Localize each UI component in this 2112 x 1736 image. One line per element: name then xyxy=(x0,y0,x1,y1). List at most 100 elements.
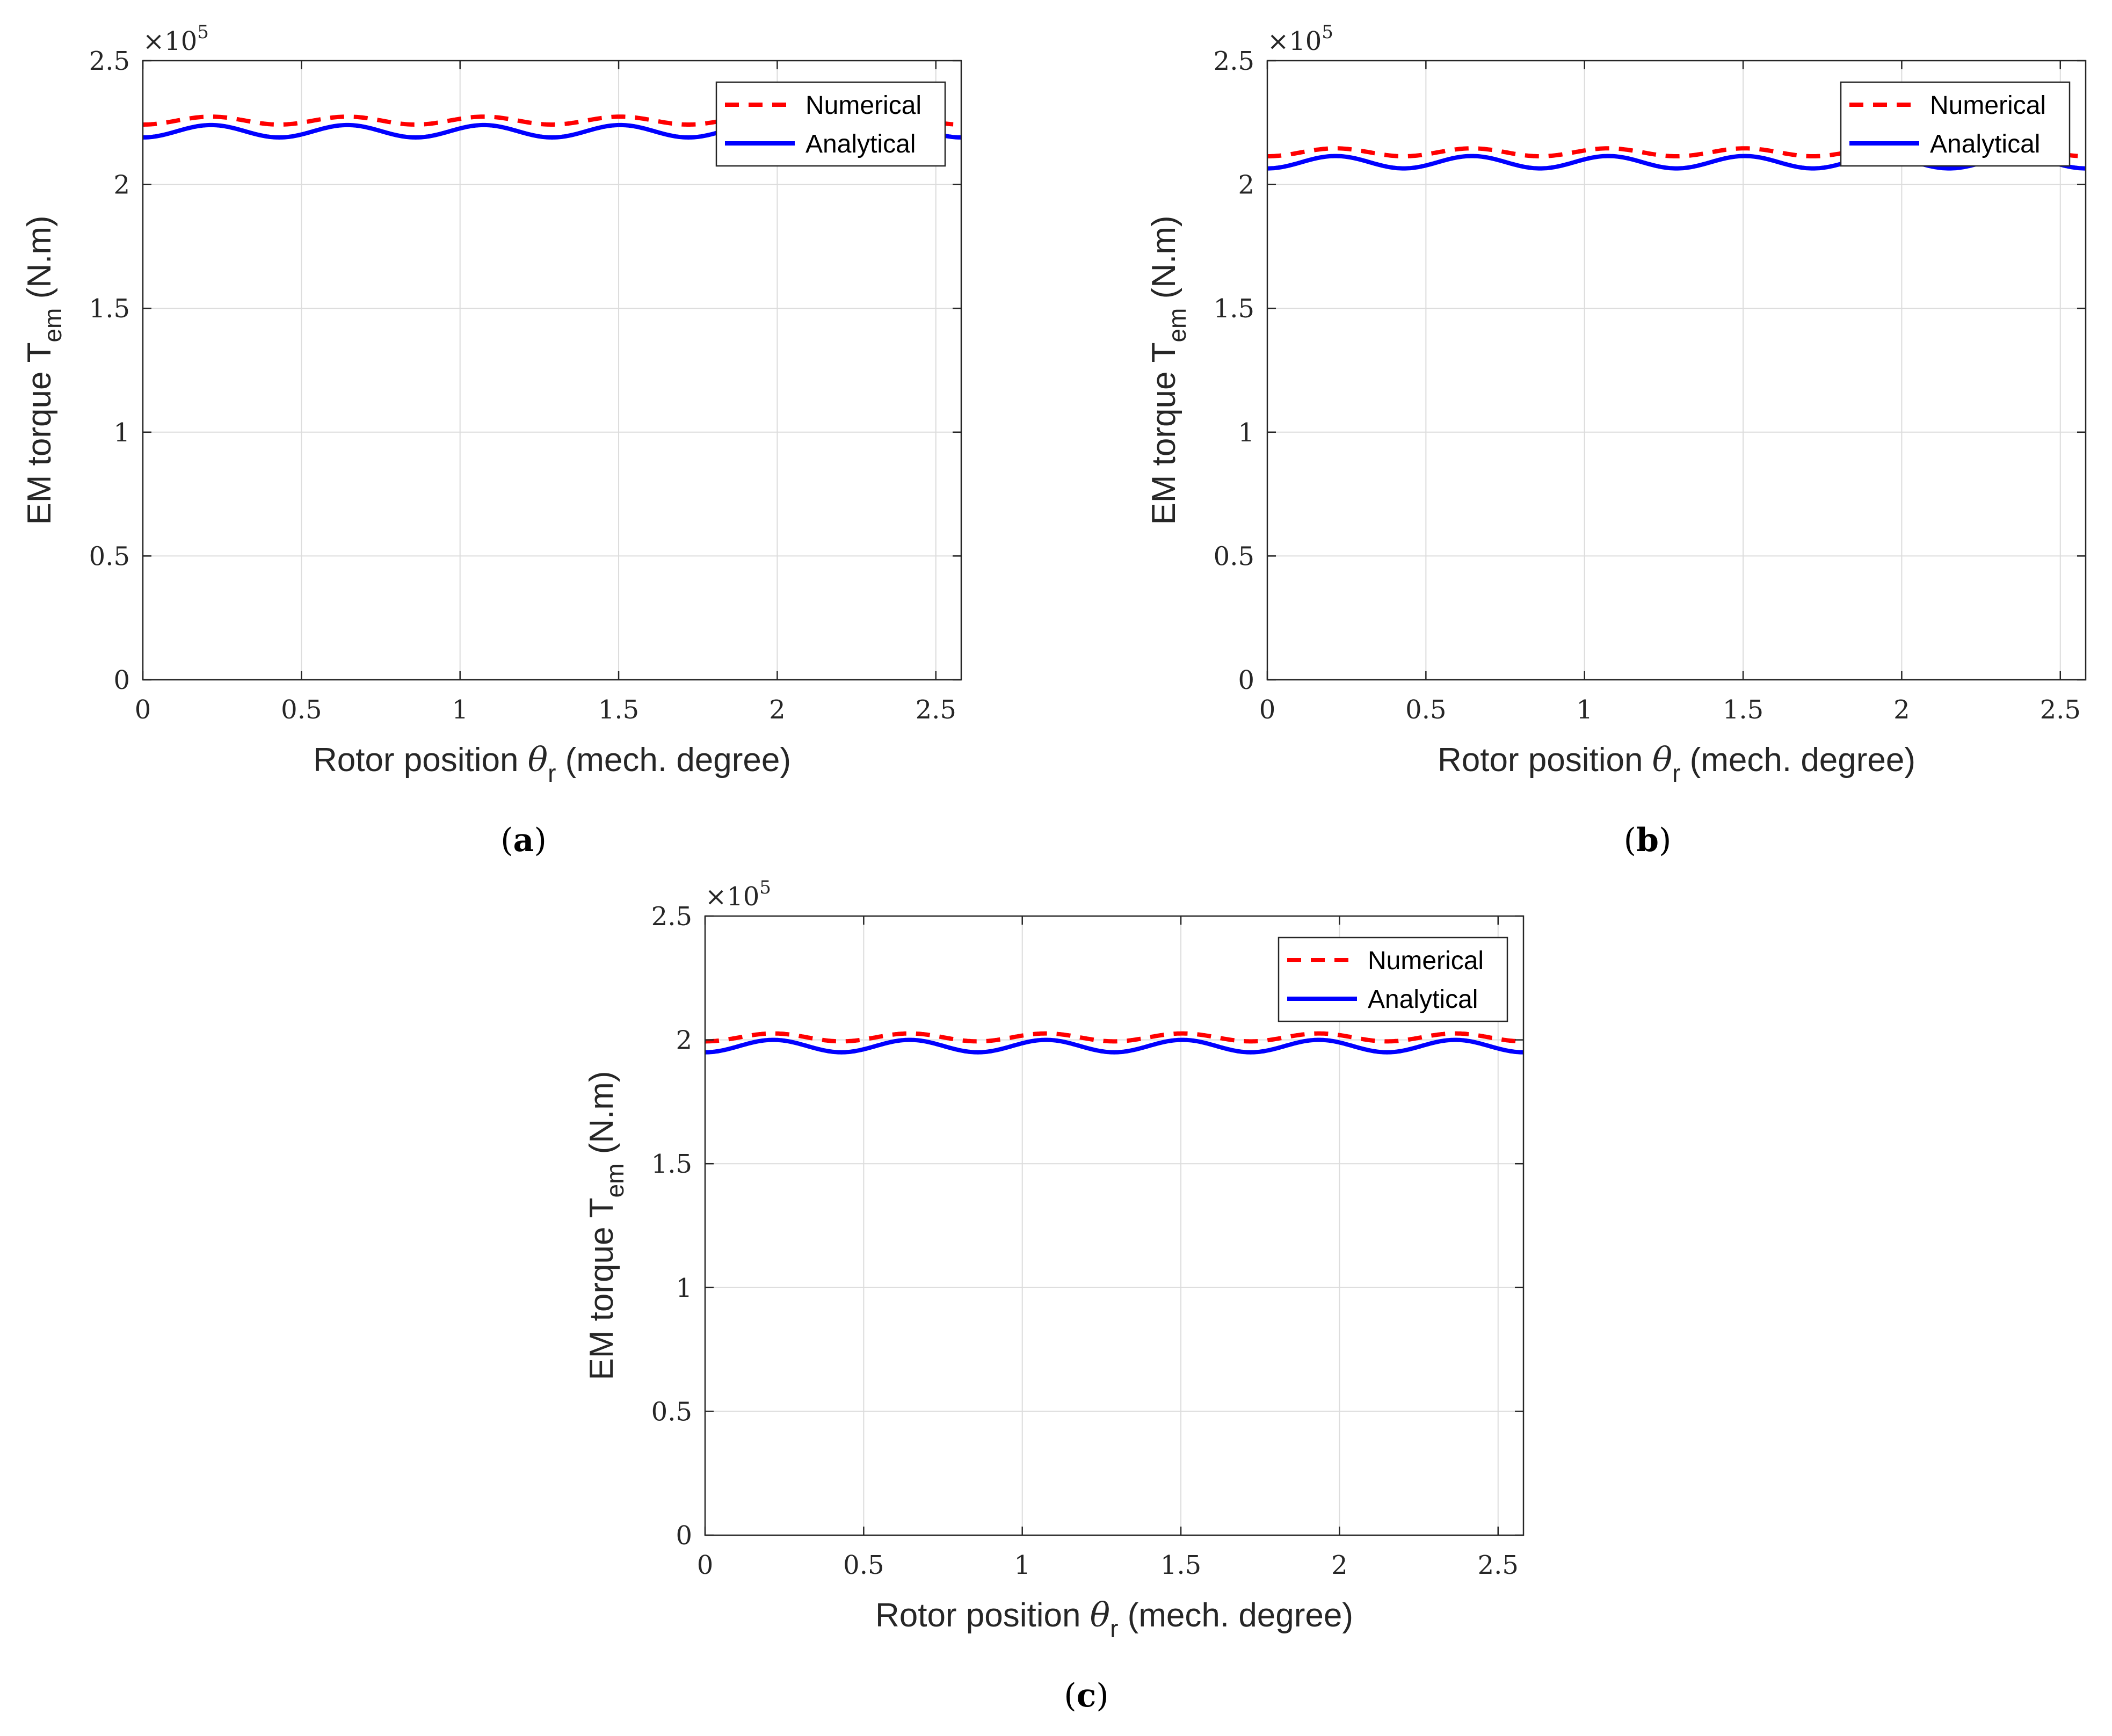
chart-panel-a: 0 0.5 1 1.5 2 2.5 0 0.5 1 1.5 2 2.5 ×105 Rotor positi… xyxy=(21,21,962,859)
x-tick-label: 0.5 xyxy=(1405,695,1446,725)
y-axis-label-prefix: EM torque T xyxy=(1145,343,1182,525)
x-tick-label: 2.5 xyxy=(2040,695,2081,725)
y-exponent-base: ×10 xyxy=(143,26,197,56)
y-tick-label: 0.5 xyxy=(651,1397,692,1427)
y-axis-label-subscript: em xyxy=(601,1164,629,1198)
legend-label-numerical: Numerical xyxy=(805,91,921,120)
x-tick-label: 1.5 xyxy=(1723,695,1763,725)
x-axis-label: Rotor position θr (mech. degree) xyxy=(1438,740,1915,787)
y-tick-label: 1 xyxy=(676,1273,692,1303)
legend-box xyxy=(1840,81,2071,167)
legend-label-analytical: Analytical xyxy=(1368,985,1478,1014)
axes-box xyxy=(142,60,962,681)
panel-label-letter: a xyxy=(513,822,534,859)
x-axis-label-prefix: Rotor position xyxy=(313,742,528,779)
series-line-analytical xyxy=(1266,154,2087,171)
y-axis-label-suffix: (N.m) xyxy=(1145,215,1182,308)
x-axis-label-subscript: r xyxy=(548,759,556,787)
legend-label-analytical: Analytical xyxy=(1930,130,2040,158)
axes-box xyxy=(1266,60,2087,681)
x-tick-label: 2 xyxy=(1893,695,1910,725)
x-tick-label: 1 xyxy=(1576,695,1593,725)
x-axis-label-subscript: r xyxy=(1110,1615,1118,1643)
x-axis-label-symbol: θ xyxy=(528,740,548,779)
y-tick-label: 2.5 xyxy=(89,46,130,76)
panel-label-open: ( xyxy=(500,822,513,859)
x-tick-label: 2 xyxy=(769,695,786,725)
x-tick-label: 1 xyxy=(452,695,468,725)
panel-label-letter: b xyxy=(1636,822,1659,859)
x-tick-label: 0 xyxy=(135,695,151,725)
x-axis-label-prefix: Rotor position xyxy=(875,1597,1090,1634)
chart-panel-b: 0 0.5 1 1.5 2 2.5 0 0.5 1 1.5 2 2.5 ×105 Rotor positi… xyxy=(1145,21,2087,859)
panel-label: (c) xyxy=(1064,1677,1108,1715)
x-axis-label-symbol: θ xyxy=(1652,740,1672,779)
y-axis-label: EM torque Tem (N.m) xyxy=(583,1071,629,1380)
y-tick-label: 2 xyxy=(113,170,130,200)
y-axis-label: EM torque Tem (N.m) xyxy=(21,215,67,525)
legend-label-analytical: Analytical xyxy=(805,130,916,158)
x-axis-label-prefix: Rotor position xyxy=(1438,742,1652,779)
y-tick-label: 1 xyxy=(113,418,130,448)
y-tick-label: 0.5 xyxy=(1214,541,1254,571)
axes-box xyxy=(704,915,1525,1536)
y-tick-label: 1.5 xyxy=(89,294,130,324)
y-tick-label: 2.5 xyxy=(651,902,692,932)
panel-label-letter: c xyxy=(1077,1677,1097,1715)
y-tick-label: 1.5 xyxy=(651,1149,692,1179)
x-axis-label-suffix: (mech. degree) xyxy=(1680,742,1915,779)
y-exponent-label: ×105 xyxy=(1267,21,1333,56)
y-tick-label: 1.5 xyxy=(1214,294,1254,324)
y-exponent-label: ×105 xyxy=(143,21,209,56)
panel-label: (a) xyxy=(500,822,547,859)
x-axis-label-suffix: (mech. degree) xyxy=(1118,1597,1353,1634)
panel-label-close: ) xyxy=(1659,822,1671,859)
chart-panel-c: 0 0.5 1 1.5 2 2.5 0 0.5 1 1.5 2 2.5 ×105 Rotor positi… xyxy=(583,877,1525,1715)
y-exponent-label: ×105 xyxy=(705,877,771,912)
x-tick-label: 1 xyxy=(1014,1550,1030,1580)
legend-box xyxy=(715,81,946,167)
y-axis-label-suffix: (N.m) xyxy=(583,1071,620,1163)
legend-label-numerical: Numerical xyxy=(1930,91,2046,120)
x-tick-label: 0.5 xyxy=(843,1550,884,1580)
x-tick-label: 2 xyxy=(1331,1550,1348,1580)
x-tick-label: 0 xyxy=(697,1550,714,1580)
y-tick-label: 2.5 xyxy=(1214,46,1254,76)
y-exponent-power: 5 xyxy=(197,21,209,43)
x-tick-label: 1.5 xyxy=(1160,1550,1201,1580)
x-tick-label: 2.5 xyxy=(916,695,956,725)
legend: Numerical Analytical xyxy=(1278,936,1508,1022)
y-exponent-base: ×10 xyxy=(1267,26,1322,56)
y-exponent-base: ×10 xyxy=(705,882,759,912)
y-axis-label-subscript: em xyxy=(1163,308,1191,343)
y-axis-label-prefix: EM torque T xyxy=(21,343,58,525)
x-axis-label-suffix: (mech. degree) xyxy=(556,742,791,779)
x-axis-label-subscript: r xyxy=(1672,759,1680,787)
legend-label-numerical: Numerical xyxy=(1368,947,1484,975)
x-axis-label: Rotor position θr (mech. degree) xyxy=(875,1595,1353,1643)
y-exponent-power: 5 xyxy=(759,877,771,898)
panel-label-close: ) xyxy=(534,822,546,859)
x-tick-label: 2.5 xyxy=(1478,1550,1519,1580)
y-axis-label-subscript: em xyxy=(39,308,67,343)
y-axis-label-suffix: (N.m) xyxy=(21,215,58,308)
y-exponent-power: 5 xyxy=(1322,21,1333,43)
panel-label-open: ( xyxy=(1064,1677,1076,1715)
x-tick-label: 0.5 xyxy=(281,695,322,725)
y-axis-label: EM torque Tem (N.m) xyxy=(1145,215,1191,525)
panel-label: (b) xyxy=(1624,822,1672,859)
y-tick-label: 0 xyxy=(113,665,130,695)
series-line-numerical xyxy=(704,1031,1525,1044)
y-tick-label: 0 xyxy=(676,1521,692,1551)
y-tick-label: 0.5 xyxy=(89,541,130,571)
panel-label-close: ) xyxy=(1096,1677,1108,1715)
x-tick-label: 1.5 xyxy=(598,695,639,725)
legend: Numerical Analytical xyxy=(1840,81,2071,167)
y-tick-label: 2 xyxy=(676,1026,692,1056)
y-tick-label: 0 xyxy=(1238,665,1254,695)
legend: Numerical Analytical xyxy=(715,81,946,167)
y-tick-label: 2 xyxy=(1238,170,1254,200)
series-line-analytical xyxy=(704,1037,1525,1055)
